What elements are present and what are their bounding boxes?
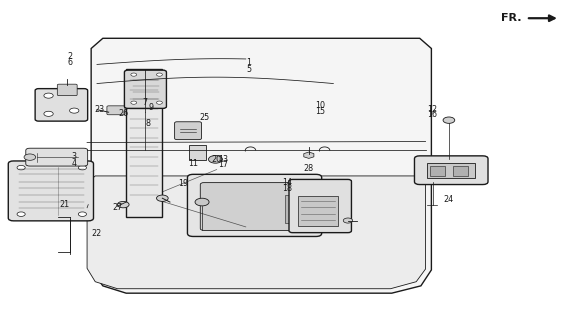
Circle shape: [131, 73, 137, 76]
Circle shape: [70, 108, 79, 113]
Text: FR.: FR.: [501, 13, 521, 23]
Text: 25: 25: [200, 114, 210, 123]
Text: 10: 10: [315, 101, 325, 110]
Text: 18: 18: [281, 184, 292, 193]
Circle shape: [343, 218, 353, 223]
Polygon shape: [87, 176, 425, 289]
Bar: [298, 196, 338, 226]
Text: 20: 20: [212, 155, 222, 164]
Text: 12: 12: [428, 105, 438, 114]
FancyBboxPatch shape: [415, 156, 488, 185]
Text: 22: 22: [92, 229, 102, 238]
FancyBboxPatch shape: [187, 174, 322, 236]
Text: 5: 5: [246, 65, 252, 74]
Bar: [188, 145, 206, 160]
Circle shape: [131, 101, 137, 104]
Circle shape: [44, 111, 53, 116]
Circle shape: [208, 156, 222, 163]
Text: 17: 17: [219, 160, 229, 169]
Text: 15: 15: [315, 107, 326, 116]
Polygon shape: [91, 38, 431, 293]
FancyBboxPatch shape: [200, 183, 304, 230]
Bar: [126, 69, 163, 217]
FancyBboxPatch shape: [26, 148, 88, 166]
FancyBboxPatch shape: [174, 122, 201, 140]
Text: 1: 1: [246, 58, 251, 67]
Text: 11: 11: [188, 159, 198, 168]
Text: 16: 16: [428, 110, 438, 119]
Text: 27: 27: [112, 203, 122, 212]
Circle shape: [24, 154, 36, 160]
Circle shape: [443, 117, 455, 123]
Text: 19: 19: [178, 180, 188, 188]
Circle shape: [78, 165, 87, 170]
Circle shape: [195, 198, 209, 206]
Text: 8: 8: [145, 119, 150, 128]
FancyBboxPatch shape: [57, 84, 77, 96]
Text: 7: 7: [143, 98, 148, 107]
FancyBboxPatch shape: [35, 89, 88, 121]
Text: 2: 2: [67, 52, 72, 61]
Bar: [453, 166, 468, 176]
FancyBboxPatch shape: [8, 161, 94, 221]
Text: 13: 13: [219, 155, 229, 164]
Text: 6: 6: [67, 58, 72, 67]
FancyBboxPatch shape: [289, 180, 352, 233]
Circle shape: [157, 73, 163, 76]
Circle shape: [17, 212, 25, 216]
Text: 9: 9: [149, 103, 154, 112]
Text: 14: 14: [281, 178, 292, 187]
Text: 4: 4: [71, 159, 76, 168]
Bar: [429, 166, 445, 176]
Text: 23: 23: [95, 105, 105, 114]
Text: 26: 26: [118, 109, 128, 118]
Text: 28: 28: [304, 164, 314, 173]
Circle shape: [44, 93, 53, 98]
Text: 3: 3: [71, 152, 76, 161]
Text: 21: 21: [60, 200, 70, 209]
Text: 24: 24: [444, 195, 454, 204]
Bar: [426, 163, 474, 178]
Circle shape: [118, 201, 129, 208]
Circle shape: [17, 165, 25, 170]
Circle shape: [157, 195, 168, 201]
Circle shape: [78, 212, 87, 216]
FancyBboxPatch shape: [107, 106, 125, 115]
Bar: [285, 195, 297, 223]
Circle shape: [157, 101, 163, 104]
FancyBboxPatch shape: [125, 70, 167, 108]
